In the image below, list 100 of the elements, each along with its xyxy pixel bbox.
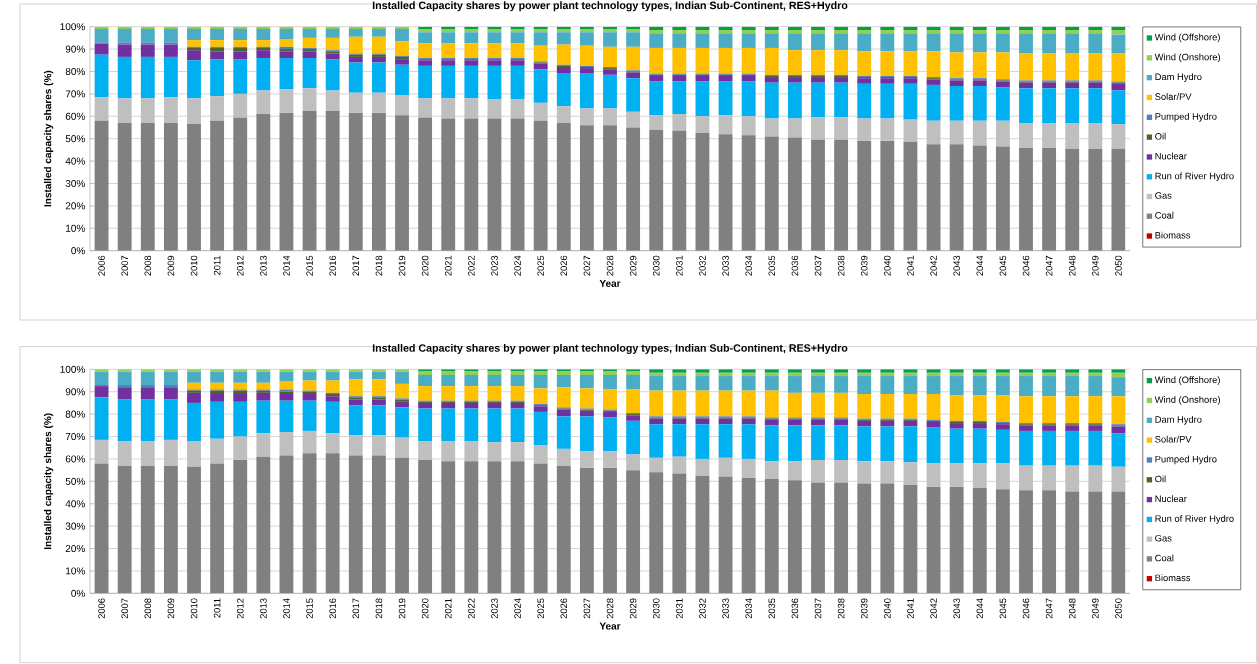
x-tick-label: 2010 (190, 598, 198, 619)
x-tick-label: 2023 (491, 598, 498, 619)
x-tick-label: 2035 (768, 255, 776, 276)
y-tick-label: 20% (65, 544, 85, 553)
x-tick-label: 2009 (167, 598, 175, 619)
x-tick-label: 2046 (1022, 255, 1030, 276)
x-tick-label: 2044 (976, 598, 984, 619)
x-tick-label: 2038 (837, 598, 845, 619)
x-tick-label: 2020 (421, 255, 429, 276)
x-tick-label: 2033 (722, 255, 729, 276)
x-tick-label: 2045 (999, 598, 1007, 619)
x-tick-label: 2027 (583, 598, 591, 619)
legend-label: Solar/PV (1155, 93, 1192, 100)
x-tick-label: 2041 (907, 255, 914, 276)
x-tick-label: 2023 (491, 255, 498, 276)
legend-label: Wind (Offshore) (1154, 376, 1220, 385)
legend-label: Oil (1155, 475, 1166, 483)
x-tick-label: 2037 (814, 255, 822, 276)
x-tick-label: 2040 (884, 255, 891, 276)
chart-title: Installed Capacity shares by power plant technology types, Indian Sub-Continent, RES+Hydro (372, 1, 848, 12)
x-tick-label: 2026 (560, 598, 568, 619)
x-tick-label: 2022 (468, 255, 475, 276)
x-tick-label: 2032 (699, 255, 706, 276)
y-tick-label: 0% (71, 589, 85, 597)
x-tick-label: 2035 (768, 598, 776, 619)
x-tick-label: 2020 (421, 598, 429, 619)
x-tick-label: 2018 (375, 255, 383, 276)
x-tick-label: 2032 (699, 598, 706, 619)
x-tick-label: 2018 (375, 598, 383, 619)
x-tick-label: 2040 (884, 598, 891, 619)
y-tick-label: 50% (65, 477, 85, 485)
x-tick-label: 2011 (213, 255, 221, 275)
legend-label: Run of River Hydro (1155, 515, 1234, 524)
x-tick-label: 2008 (144, 598, 152, 619)
legend-label: Run of River Hydro (1155, 172, 1234, 182)
x-tick-label: 2031 (676, 255, 683, 276)
y-tick-label: 10% (66, 567, 85, 575)
y-tick-label: 60% (65, 112, 85, 120)
x-tick-label: 2043 (953, 598, 960, 619)
x-tick-label: 2036 (791, 255, 799, 276)
x-tick-label: 2036 (791, 598, 799, 619)
y-tick-label: 100% (60, 23, 85, 31)
x-tick-label: 2027 (583, 255, 591, 276)
x-tick-label: 2007 (121, 255, 128, 276)
x-tick-label: 2042 (930, 598, 937, 619)
x-tick-label: 2030 (652, 255, 660, 276)
y-tick-label: 80% (65, 67, 85, 76)
x-tick-label: 2009 (167, 255, 175, 276)
y-tick-label: 50% (65, 135, 85, 143)
y-tick-label: 40% (65, 500, 85, 508)
x-tick-label: 2006 (98, 598, 105, 619)
x-tick-label: 2045 (999, 255, 1007, 276)
legend-label: Gas (1155, 534, 1172, 542)
x-tick-label: 2039 (860, 255, 868, 276)
x-tick-label: 2012 (236, 255, 244, 276)
x-tick-label: 2016 (329, 255, 336, 276)
x-tick-label: 2008 (144, 255, 152, 276)
legend-label: Nuclear (1155, 495, 1187, 503)
y-tick-label: 70% (65, 432, 85, 441)
x-tick-label: 2021 (444, 255, 452, 276)
y-tick-label: 20% (65, 202, 85, 210)
x-tick-label: 2039 (860, 598, 868, 619)
legend-label: Pumped Hydro (1155, 112, 1217, 122)
x-tick-label: 2026 (560, 255, 568, 276)
x-tick-label: 2030 (652, 598, 660, 619)
y-tick-label: 40% (65, 157, 85, 165)
x-tick-label: 2022 (468, 598, 475, 619)
x-tick-label: 2014 (283, 255, 290, 276)
x-tick-label: 2019 (398, 598, 406, 619)
x-tick-label: 2029 (629, 255, 637, 276)
x-tick-label: 2010 (190, 255, 198, 276)
legend-label: Coal (1155, 554, 1174, 562)
legend-label: Wind (Offshore) (1154, 33, 1220, 43)
y-tick-label: 90% (65, 388, 85, 396)
x-tick-label: 2028 (606, 255, 614, 276)
y-tick-label: 60% (65, 455, 85, 463)
x-tick-label: 2048 (1068, 598, 1076, 619)
x-tick-label: 2047 (1045, 255, 1053, 276)
y-tick-label: 0% (71, 247, 85, 255)
x-tick-label: 2044 (976, 255, 984, 276)
y-axis-title: Installed capacity shares (%) (43, 70, 54, 207)
legend-label: Solar/PV (1155, 435, 1192, 443)
legend-label: Coal (1155, 211, 1174, 219)
x-tick-label: 2050 (1115, 255, 1122, 276)
x-axis-title: Year (599, 279, 621, 287)
x-tick-label: 2025 (537, 598, 544, 619)
x-tick-label: 2011 (213, 598, 221, 618)
x-tick-label: 2034 (745, 598, 752, 619)
legend-label: Dam Hydro (1155, 415, 1202, 425)
y-tick-label: 70% (65, 90, 85, 98)
x-tick-label: 2006 (98, 255, 105, 276)
x-tick-label: 2013 (260, 255, 267, 276)
legend-label: Pumped Hydro (1155, 455, 1217, 465)
x-tick-label: 2017 (352, 255, 360, 276)
y-tick-label: 30% (65, 522, 85, 530)
x-tick-label: 2015 (306, 598, 313, 619)
x-tick-label: 2024 (514, 255, 521, 276)
x-tick-label: 2017 (352, 598, 360, 619)
x-tick-label: 2043 (953, 255, 960, 276)
y-axis-title: Installed capacity shares (%) (43, 413, 54, 550)
